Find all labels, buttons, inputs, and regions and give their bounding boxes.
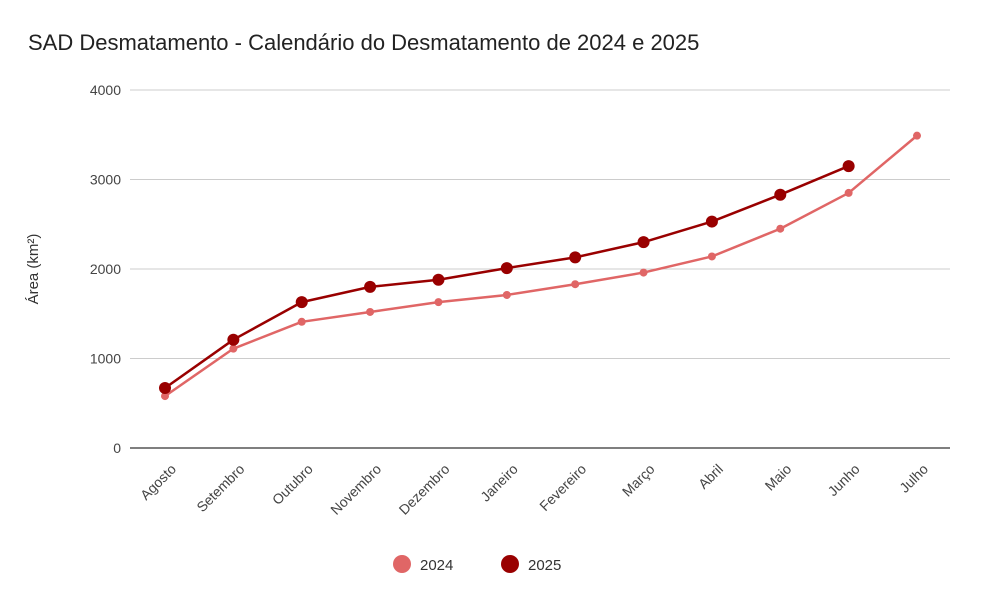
x-tick-label: Março (619, 461, 658, 500)
x-tick-label: Setembro (193, 461, 247, 515)
data-point-2025[interactable] (227, 333, 240, 346)
data-point-2025[interactable] (705, 215, 718, 228)
x-tick-label: Julho (896, 461, 931, 496)
y-tick-label: 0 (113, 440, 121, 456)
data-point-2025[interactable] (500, 262, 513, 275)
x-tick-label: Janeiro (477, 461, 521, 505)
data-point-2024[interactable] (229, 344, 238, 353)
data-point-2024[interactable] (434, 298, 443, 307)
data-point-2024[interactable] (502, 290, 511, 299)
data-point-2024[interactable] (161, 392, 169, 401)
x-tick-label: Abril (695, 461, 726, 492)
data-point-2024[interactable] (297, 317, 306, 326)
series-line-2024 (164, 134, 918, 398)
x-tick-label: Agosto (137, 461, 179, 503)
data-point-2025[interactable] (569, 251, 582, 264)
legend-marker-2024 (393, 555, 411, 573)
legend-label: 2024 (420, 557, 453, 574)
data-point-2025[interactable] (637, 236, 650, 249)
data-point-2024[interactable] (707, 252, 716, 261)
y-tick-label: 1000 (90, 351, 121, 367)
data-point-2024[interactable] (844, 188, 853, 197)
x-tick-label: Fevereiro (536, 461, 589, 514)
data-point-2024[interactable] (639, 268, 648, 277)
data-point-2024[interactable] (571, 280, 580, 289)
y-tick-label: 3000 (90, 172, 121, 188)
y-tick-label: 2000 (90, 261, 121, 277)
data-point-2025[interactable] (295, 296, 308, 309)
x-tick-label: Junho (824, 461, 862, 499)
data-point-2025[interactable] (159, 382, 171, 395)
data-point-2024[interactable] (776, 224, 785, 233)
legend-label: 2025 (528, 557, 561, 574)
y-axis-label: Área (km²) (25, 234, 42, 305)
chart-title: SAD Desmatamento - Calendário do Desmata… (28, 30, 700, 55)
x-tick-label: Dezembro (396, 461, 453, 518)
data-point-2024[interactable] (913, 131, 921, 140)
x-tick-label: Outubro (269, 461, 316, 508)
y-tick-label: 4000 (90, 82, 121, 98)
data-point-2025[interactable] (364, 280, 377, 293)
x-tick-label: Novembro (327, 461, 384, 518)
data-point-2025[interactable] (774, 188, 787, 201)
series-line-2025 (164, 164, 850, 390)
legend-marker-2025 (501, 555, 519, 573)
data-point-2024[interactable] (366, 307, 375, 316)
data-point-2025[interactable] (842, 160, 855, 173)
data-point-2025[interactable] (432, 273, 445, 286)
x-tick-label: Maio (762, 461, 795, 494)
